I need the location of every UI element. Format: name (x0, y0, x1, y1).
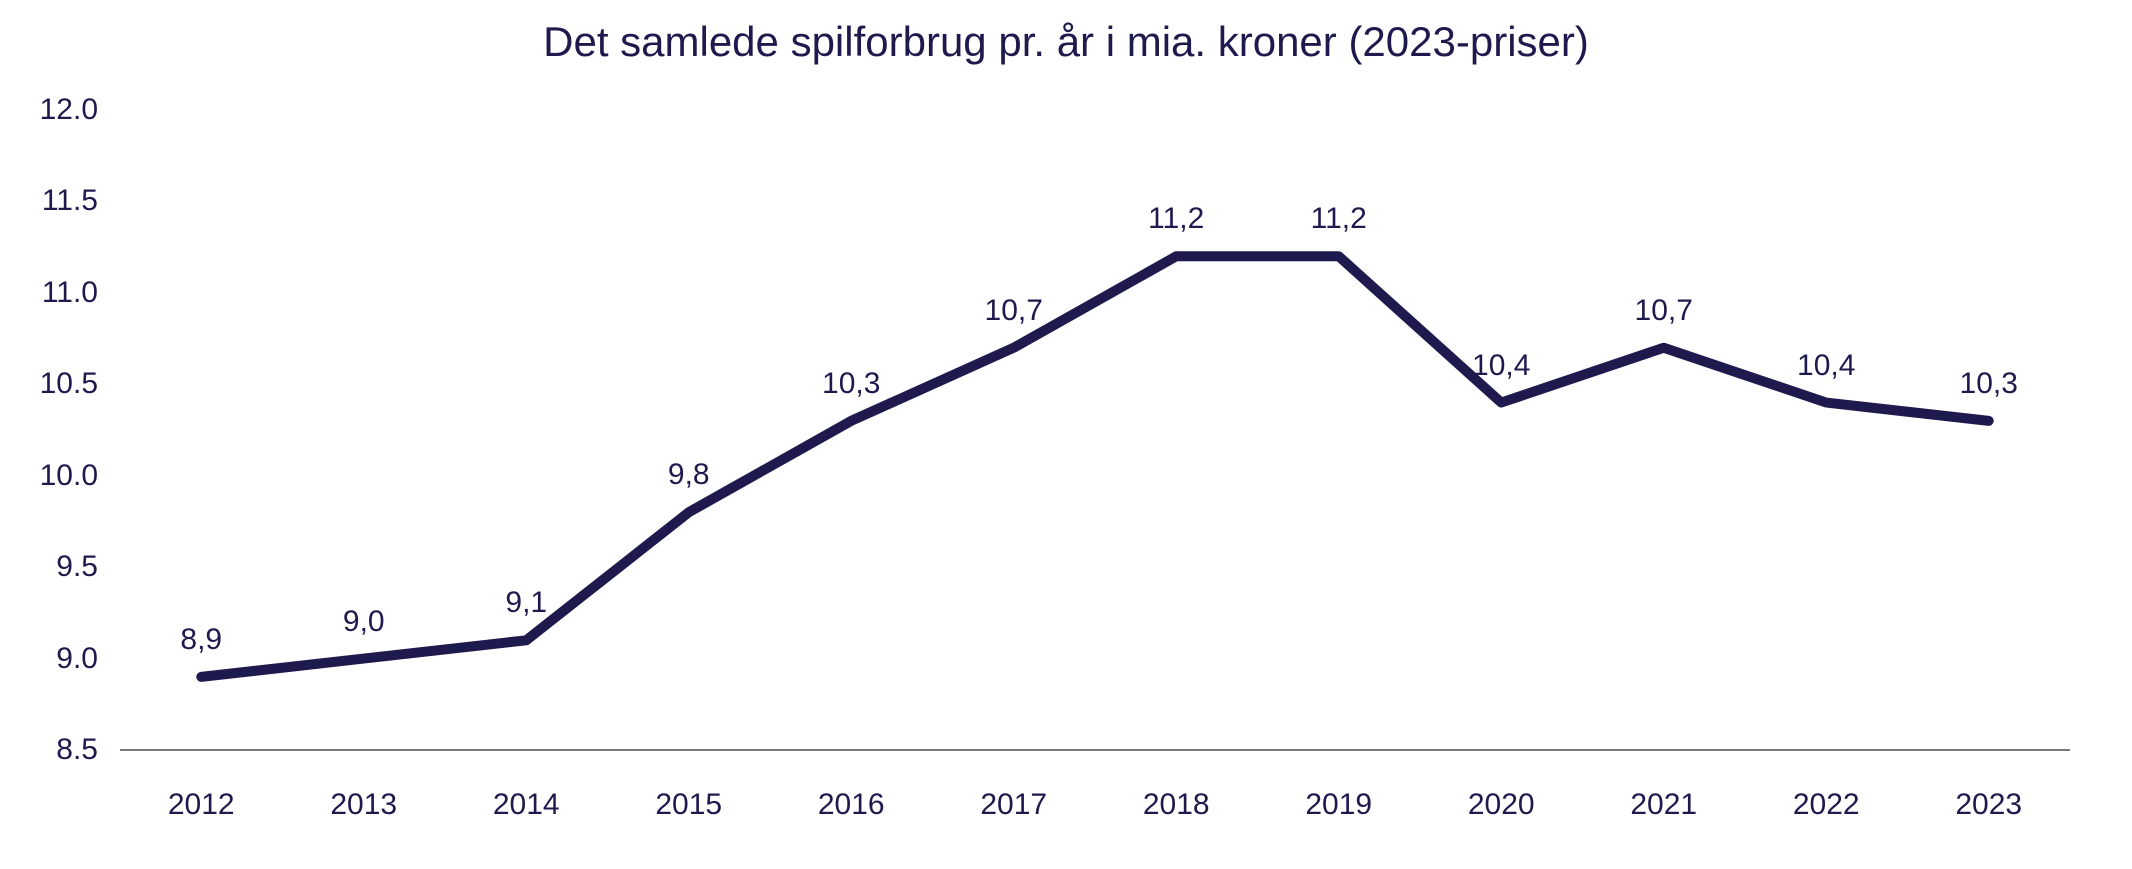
x-tick-label: 2019 (1305, 788, 1372, 822)
data-point-label: 9,0 (343, 605, 385, 639)
data-point-label: 10,7 (985, 294, 1043, 328)
x-tick-label: 2016 (818, 788, 885, 822)
line-chart: Det samlede spilforbrug pr. år i mia. kr… (0, 0, 2132, 869)
data-point-label: 10,7 (1635, 294, 1693, 328)
x-tick-label: 2014 (493, 788, 560, 822)
data-point-label: 10,3 (822, 367, 880, 401)
data-point-label: 9,1 (505, 586, 547, 620)
y-tick-label: 9.5 (0, 550, 98, 584)
x-tick-label: 2012 (168, 788, 235, 822)
y-tick-label: 9.0 (0, 642, 98, 676)
y-tick-label: 11.5 (0, 184, 98, 218)
x-tick-label: 2015 (655, 788, 722, 822)
data-point-label: 10,4 (1797, 349, 1855, 383)
data-point-label: 9,8 (668, 458, 710, 492)
x-tick-label: 2023 (1955, 788, 2022, 822)
y-tick-label: 10.5 (0, 367, 98, 401)
x-tick-label: 2020 (1468, 788, 1535, 822)
data-point-label: 11,2 (1148, 202, 1204, 236)
x-tick-label: 2021 (1630, 788, 1697, 822)
data-point-label: 8,9 (180, 623, 222, 657)
y-tick-label: 10.0 (0, 459, 98, 493)
chart-plot-svg (0, 0, 2132, 869)
x-tick-label: 2018 (1143, 788, 1210, 822)
y-tick-label: 11.0 (0, 276, 98, 310)
data-point-label: 11,2 (1311, 202, 1367, 236)
data-point-label: 10,3 (1960, 367, 2018, 401)
data-point-label: 10,4 (1472, 349, 1530, 383)
y-tick-label: 8.5 (0, 733, 98, 767)
series-line (201, 256, 1989, 677)
y-tick-label: 12.0 (0, 93, 98, 127)
x-tick-label: 2017 (980, 788, 1047, 822)
x-tick-label: 2013 (330, 788, 397, 822)
x-tick-label: 2022 (1793, 788, 1860, 822)
